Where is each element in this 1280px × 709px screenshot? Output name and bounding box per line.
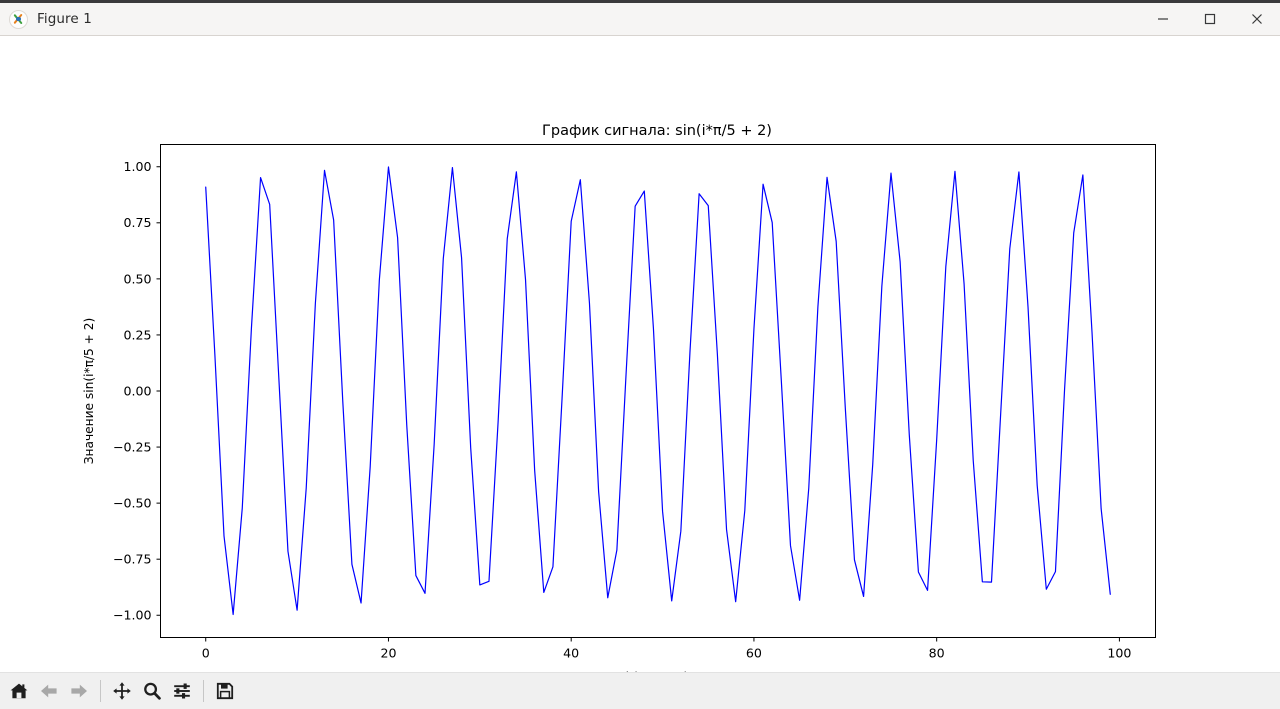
window-titlebar: Figure 1 xyxy=(0,3,1280,36)
signal-line-series xyxy=(205,166,1111,616)
toolbar-separator-2 xyxy=(203,680,204,702)
plot-svg: График сигнала: sin(i*π/5 + 2) Значение … xyxy=(0,36,1280,672)
x-tick-label: 100 xyxy=(1107,646,1131,661)
close-button[interactable] xyxy=(1233,3,1280,35)
background-window-sliver xyxy=(0,0,1280,3)
y-axis-label: Значение sin(i*π/5 + 2) xyxy=(82,318,96,465)
minimize-button[interactable] xyxy=(1139,3,1186,35)
titlebar-left-group: Figure 1 xyxy=(0,9,92,29)
toolbar-separator-1 xyxy=(100,680,101,702)
window-title: Figure 1 xyxy=(37,11,92,27)
chart-title: График сигнала: sin(i*π/5 + 2) xyxy=(542,123,772,139)
matplotlib-icon-hub xyxy=(16,16,21,22)
y-tick-label: −1.00 xyxy=(113,608,152,623)
arrow-left-icon[interactable] xyxy=(34,676,64,706)
home-icon[interactable] xyxy=(4,676,34,706)
x-tick-label: 60 xyxy=(746,646,762,661)
y-tick-label: 0.25 xyxy=(123,327,151,342)
figure-canvas[interactable]: График сигнала: sin(i*π/5 + 2) Значение … xyxy=(0,36,1280,672)
navigation-toolbar xyxy=(0,672,1280,709)
x-axis-ticks: 0 20 40 60 80 100 xyxy=(202,637,1131,661)
y-tick-label: −0.75 xyxy=(113,552,152,567)
x-axis-label: i (индекс) xyxy=(626,670,689,672)
x-tick-label: 20 xyxy=(380,646,396,661)
zoom-magnifier-icon[interactable] xyxy=(137,676,167,706)
x-tick-label: 0 xyxy=(202,646,210,661)
y-tick-label: 0.75 xyxy=(123,215,151,230)
matplotlib-icon xyxy=(9,9,28,29)
x-tick-label: 40 xyxy=(563,646,579,661)
pan-move-icon[interactable] xyxy=(107,676,137,706)
y-tick-label: 1.00 xyxy=(123,159,151,174)
save-floppy-icon[interactable] xyxy=(210,676,240,706)
y-tick-label: −0.50 xyxy=(113,496,152,511)
maximize-button[interactable] xyxy=(1186,3,1233,35)
figure-canvas-area[interactable]: График сигнала: sin(i*π/5 + 2) Значение … xyxy=(0,36,1280,672)
subplot-sliders-icon[interactable] xyxy=(167,676,197,706)
window-controls xyxy=(1139,3,1280,35)
y-axis-ticks: −1.00 −0.75 −0.50 −0.25 0.00 0.25 0.50 0.75 1.00 xyxy=(113,159,161,623)
axes-frame xyxy=(160,144,1156,638)
x-tick-label: 80 xyxy=(929,646,945,661)
y-tick-label: 0.00 xyxy=(123,383,151,398)
y-tick-label: −0.25 xyxy=(113,439,152,454)
y-tick-label: 0.50 xyxy=(123,271,151,286)
arrow-right-icon[interactable] xyxy=(64,676,94,706)
